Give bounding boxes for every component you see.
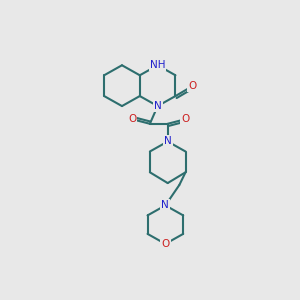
Text: O: O <box>161 239 169 249</box>
Text: N: N <box>161 200 169 210</box>
Text: O: O <box>128 114 136 124</box>
Text: O: O <box>188 81 196 91</box>
Text: N: N <box>164 136 172 146</box>
Text: NH: NH <box>150 60 165 70</box>
Text: N: N <box>154 101 161 111</box>
Text: O: O <box>182 114 190 124</box>
